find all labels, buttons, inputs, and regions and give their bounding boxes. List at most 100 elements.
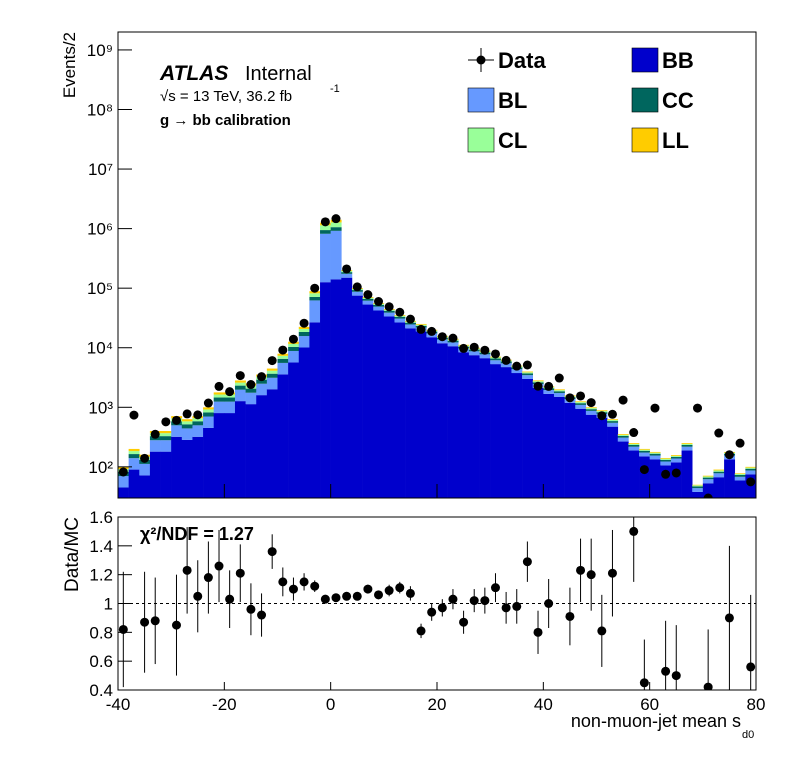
stack-segment — [171, 425, 183, 437]
stack-segment — [394, 316, 406, 319]
stack-segment — [617, 435, 629, 438]
stack-segment — [224, 413, 236, 498]
ratio-point — [501, 603, 511, 613]
ratio-point — [203, 573, 213, 583]
stack-segment — [532, 387, 544, 498]
ratio-plot-area — [118, 517, 756, 690]
ratio-point — [363, 584, 373, 594]
stack-segment — [670, 455, 682, 457]
stack-segment — [660, 457, 672, 459]
legend-swatch — [631, 87, 659, 113]
stack-segment — [224, 397, 236, 402]
ratio-point — [416, 626, 426, 636]
stack-segment — [298, 331, 310, 337]
stack-segment — [649, 451, 661, 453]
ratio-point — [533, 627, 543, 637]
data-point — [193, 410, 203, 420]
ratio-point — [288, 584, 298, 594]
data-point — [405, 314, 415, 324]
stack-segment — [192, 421, 204, 426]
stack-segment — [330, 279, 342, 498]
stack-segment — [181, 419, 193, 422]
fit-annotation: χ²/NDF = 1.27 — [140, 524, 254, 544]
data-point — [607, 409, 617, 419]
stack-segment — [585, 409, 597, 411]
stack-segment — [383, 310, 395, 313]
stack-segment — [277, 374, 289, 498]
stack-segment — [128, 469, 140, 498]
stack-segment — [649, 459, 661, 498]
stack-segment — [181, 428, 193, 440]
stack-segment — [394, 318, 406, 323]
data-point — [203, 398, 213, 408]
ratio-point — [118, 624, 128, 634]
data-point — [267, 356, 277, 366]
stack-segment — [288, 346, 300, 351]
data-point — [501, 355, 511, 365]
legend-label: BB — [662, 48, 694, 73]
y-tick-label: 10² — [88, 458, 113, 477]
data-point — [129, 410, 139, 420]
ratio-point — [437, 603, 447, 613]
stack-segment — [245, 404, 257, 498]
stack-segment — [702, 483, 714, 498]
stack-segment — [203, 409, 214, 413]
y-tick-label: 10³ — [88, 398, 113, 417]
stack-segment — [585, 407, 597, 409]
stack-segment — [522, 372, 533, 374]
stack-segment — [628, 443, 640, 444]
legend-label: BL — [498, 88, 527, 113]
stack-segment — [713, 469, 725, 471]
stack-segment — [447, 342, 459, 347]
stack-segment — [490, 364, 502, 498]
stack-segment — [649, 453, 661, 456]
ratio-point — [182, 565, 192, 575]
stack-segment — [734, 476, 746, 481]
stack-segment — [266, 368, 278, 371]
data-point — [576, 391, 586, 401]
stack-segment — [320, 230, 331, 234]
ratio-point — [597, 626, 607, 636]
ratio-point — [629, 526, 639, 536]
data-point — [320, 217, 330, 227]
ratio-point — [140, 617, 150, 627]
stack-segment — [596, 417, 608, 498]
selection-label: g → bb calibration — [160, 112, 291, 129]
data-point — [161, 417, 171, 427]
stack-segment — [266, 370, 278, 374]
stack-segment — [511, 369, 523, 374]
stack-segment — [628, 443, 640, 445]
stack-segment — [490, 360, 502, 365]
stack-segment — [522, 371, 533, 373]
stack-segment — [692, 485, 704, 487]
data-point — [437, 332, 447, 342]
x-tick-label: -20 — [212, 695, 237, 714]
stack-segment — [362, 298, 374, 301]
stack-segment — [681, 443, 693, 444]
stack-segment — [330, 227, 342, 231]
data-point — [331, 214, 341, 224]
stack-segment — [724, 459, 736, 498]
stack-segment — [320, 233, 331, 283]
ratio-point — [352, 591, 362, 601]
x-tick-label: 40 — [534, 695, 553, 714]
stack-segment — [639, 448, 650, 450]
data-point — [735, 438, 745, 448]
data-point — [544, 381, 554, 391]
stack-segment — [575, 404, 587, 409]
data-point — [363, 290, 373, 300]
ratio-point — [469, 596, 479, 606]
ratio-point — [374, 590, 384, 600]
stack-segment — [660, 459, 672, 462]
ratio-point — [512, 601, 522, 611]
ratio-frame — [117, 516, 757, 691]
data-point — [469, 342, 479, 352]
data-point — [140, 453, 150, 463]
stack-segment — [351, 295, 363, 498]
x-tick-label: -40 — [106, 695, 131, 714]
stack-segment — [160, 440, 172, 452]
ratio-point — [171, 620, 181, 630]
stack-segment — [139, 475, 151, 498]
